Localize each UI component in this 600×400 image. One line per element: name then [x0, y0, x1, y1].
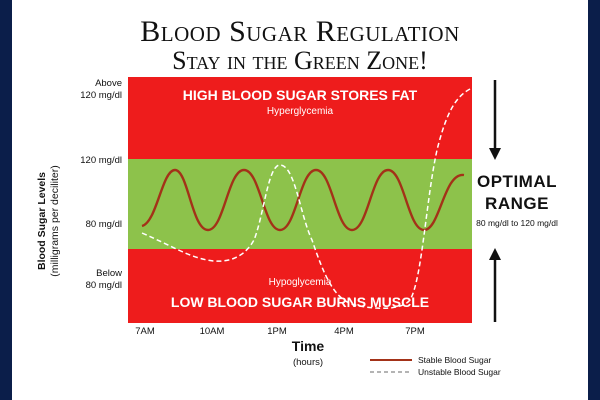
y-tick-below: Below 80 mg/dl	[62, 268, 122, 292]
low-zone-sublabel: Hypoglycemia	[268, 277, 332, 288]
x-tick-10am: 10AM	[199, 326, 225, 337]
chart-svg	[128, 77, 501, 373]
y-tick-below-line2: 80 mg/dl	[85, 280, 122, 291]
x-tick-7am: 7AM	[135, 326, 155, 337]
optimal-range-line1: OPTIMAL	[477, 172, 557, 191]
x-tick-4pm: 4PM	[334, 326, 354, 337]
x-tick-7pm: 7PM	[405, 326, 425, 337]
x-axis-title: Time	[291, 338, 325, 354]
chart-card: Blood Sugar Regulation Stay in the Green…	[12, 0, 588, 400]
arrow-up	[489, 248, 501, 322]
legend-stable-label: Stable Blood Sugar	[418, 355, 492, 365]
low-zone-label: LOW BLOOD SUGAR BURNS MUSCLE	[170, 294, 430, 310]
chart-title: Blood Sugar Regulation	[140, 15, 460, 48]
y-tick-above-line2: 120 mg/dl	[80, 90, 122, 101]
high-zone-label: HIGH BLOOD SUGAR STORES FAT	[182, 87, 418, 103]
x-axis-sublabel: (hours)	[292, 357, 324, 368]
y-tick-above: Above 120 mg/dl	[62, 78, 122, 102]
stable-blood-sugar-line	[141, 168, 465, 232]
y-tick-above-line1: Above	[95, 78, 122, 89]
y-tick-below-line1: Below	[96, 268, 122, 279]
y-tick-120: 120 mg/dl	[80, 155, 122, 166]
optimal-range-line2: RANGE	[485, 194, 549, 213]
y-tick-80: 80 mg/dl	[85, 219, 122, 230]
high-zone-sublabel: Hyperglycemia	[266, 106, 334, 117]
chart-subtitle: Stay in the Green Zone!	[172, 46, 428, 75]
optimal-range-sublabel: 80 mg/dl to 120 mg/dl	[476, 218, 558, 228]
high-zone	[128, 77, 472, 159]
x-tick-1pm: 1PM	[267, 326, 287, 337]
legend-unstable-label: Unstable Blood Sugar	[418, 367, 501, 377]
arrow-down	[489, 80, 501, 160]
